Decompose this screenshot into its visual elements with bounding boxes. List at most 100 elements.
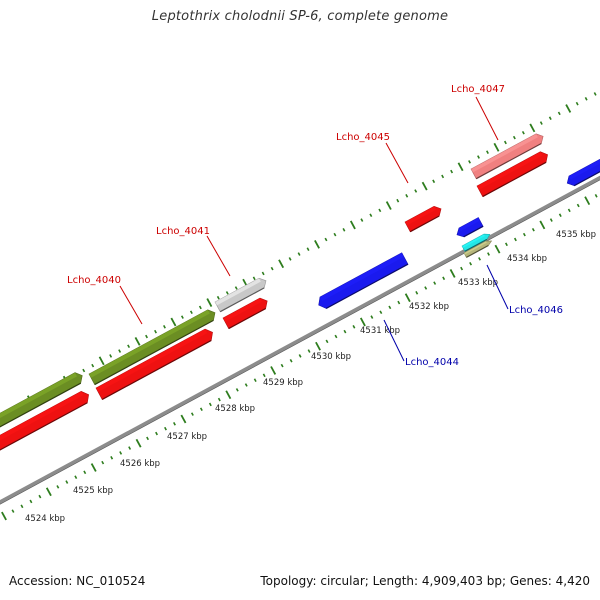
tick-label-4525: 4525 kbp — [73, 486, 113, 496]
gene-red-4045 — [404, 205, 442, 233]
outer-minor-tick — [557, 111, 561, 116]
gene-red-2-body — [95, 328, 213, 400]
inner-minor-tick — [487, 252, 490, 256]
gene-olive-2-body — [88, 309, 216, 385]
inner-minor-tick — [155, 431, 158, 436]
backbone-line — [0, 175, 600, 504]
outer-minor-tick — [378, 208, 382, 213]
inner-minor-tick — [280, 363, 284, 368]
gene-khaki-4046-highlight — [464, 241, 487, 255]
gene-olive-2 — [88, 309, 216, 386]
inner-major-tick — [180, 414, 187, 424]
inner-major-tick — [404, 293, 411, 303]
gene-features — [0, 133, 600, 451]
inner-minor-tick — [504, 242, 508, 247]
gene-blue-small-highlight — [459, 217, 481, 232]
inner-major-tick — [225, 390, 232, 400]
outer-minor-tick — [333, 232, 337, 237]
genome-stats-text: Topology: circular; Length: 4,909,403 bp… — [260, 574, 590, 588]
inner-minor-tick — [38, 494, 42, 499]
callout-line-g4045 — [385, 142, 409, 184]
inner-minor-tick — [531, 227, 535, 232]
gene-red-2-highlight — [96, 329, 208, 393]
inner-minor-tick — [262, 373, 266, 378]
outer-minor-tick — [127, 344, 131, 349]
gene-red-3-highlight — [223, 298, 262, 322]
outer-minor-tick — [163, 325, 166, 329]
inner-minor-tick — [128, 446, 132, 450]
outer-minor-tick — [252, 276, 256, 281]
inner-minor-tick — [469, 261, 473, 266]
gene-label-g4047: Lcho_4047 — [451, 84, 505, 95]
inner-minor-tick — [594, 194, 598, 198]
gene-blue-right — [566, 158, 600, 187]
accession-text: Accession: NC_010524 — [9, 574, 146, 588]
gene-blue-4044-highlight — [320, 252, 404, 302]
inner-minor-tick — [325, 339, 329, 344]
callout-line-g4040 — [119, 285, 143, 325]
outer-minor-tick — [575, 101, 579, 106]
outer-major-tick — [421, 181, 428, 191]
inner-minor-tick — [208, 402, 212, 407]
outer-minor-tick — [118, 349, 122, 353]
tick-label-4526: 4526 kbp — [120, 459, 160, 469]
outer-minor-tick — [432, 179, 436, 184]
outer-minor-tick — [306, 247, 310, 251]
inner-major-tick — [90, 463, 97, 472]
gene-blue-right-shadow — [573, 171, 600, 187]
inner-minor-tick — [478, 257, 482, 261]
gene-label-g4041: Lcho_4041 — [156, 226, 210, 237]
inner-major-tick — [1, 511, 7, 521]
gene-red-4045-body — [404, 205, 442, 233]
gene-olive-2-shadow — [94, 319, 214, 386]
inner-major-tick — [494, 244, 501, 254]
outer-minor-tick — [82, 368, 86, 373]
outer-minor-tick — [360, 218, 364, 222]
outer-minor-tick — [414, 189, 418, 193]
inner-minor-tick — [352, 325, 356, 329]
gene-red-4047b-highlight — [477, 151, 543, 190]
inner-minor-tick — [370, 315, 374, 319]
outer-minor-tick — [584, 97, 588, 101]
gene-label-g4044: Lcho_4044 — [405, 357, 459, 368]
inner-minor-tick — [164, 426, 167, 431]
inner-minor-tick — [146, 436, 150, 441]
inner-tick-ring — [1, 194, 598, 521]
gene-blue-small-shadow — [463, 225, 484, 238]
inner-minor-tick — [56, 485, 60, 489]
backbone-shadow — [0, 177, 600, 505]
inner-minor-tick — [379, 310, 383, 315]
inner-minor-tick — [235, 388, 239, 392]
gene-olive-1-shadow — [0, 382, 81, 428]
outer-minor-tick — [548, 116, 552, 121]
inner-minor-tick — [424, 286, 428, 290]
inner-minor-tick — [549, 218, 553, 222]
outer-minor-tick — [145, 334, 148, 339]
gene-red-1-body — [0, 390, 89, 451]
outer-minor-tick — [486, 150, 489, 154]
tick-label-4524: 4524 kbp — [25, 514, 65, 524]
outer-major-tick — [529, 123, 536, 133]
gene-cyan-4046-highlight — [462, 234, 485, 248]
inner-minor-tick — [119, 451, 123, 455]
inner-minor-tick — [110, 455, 114, 460]
inner-minor-tick — [343, 329, 347, 334]
inner-minor-tick — [217, 397, 221, 402]
inner-minor-tick — [415, 291, 419, 295]
inner-minor-tick — [298, 354, 302, 358]
outer-minor-tick — [324, 237, 328, 242]
gene-olive-1 — [0, 372, 83, 428]
inner-minor-tick — [29, 499, 33, 504]
outer-major-tick — [134, 336, 141, 346]
outer-minor-tick — [369, 213, 373, 218]
tick-label-4527: 4527 kbp — [167, 432, 207, 442]
gene-callouts: Lcho_4040 Lcho_4041 Lcho_4045 Lcho_4047 Lcho… — [67, 84, 563, 368]
gene-red-2-shadow — [101, 339, 212, 400]
tick-label-4528: 4528 kbp — [215, 404, 255, 414]
gene-red-3-shadow — [228, 308, 266, 330]
outer-minor-tick — [154, 329, 157, 334]
inner-major-tick — [45, 487, 52, 497]
outer-minor-tick — [198, 305, 202, 310]
gene-gray-4041-body — [214, 277, 267, 313]
gene-cyan-4046 — [461, 233, 491, 252]
